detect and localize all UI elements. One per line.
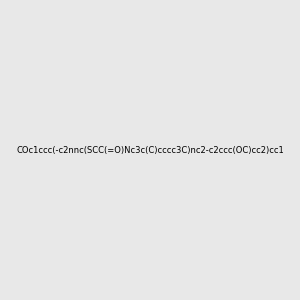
- Text: COc1ccc(-c2nnc(SCC(=O)Nc3c(C)cccc3C)nc2-c2ccc(OC)cc2)cc1: COc1ccc(-c2nnc(SCC(=O)Nc3c(C)cccc3C)nc2-…: [16, 146, 284, 154]
